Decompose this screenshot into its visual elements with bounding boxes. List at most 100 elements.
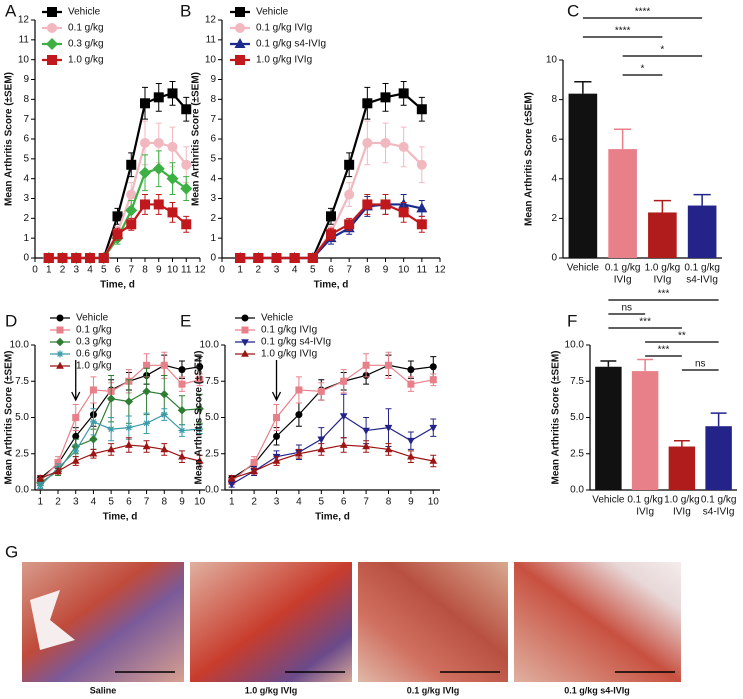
marker xyxy=(235,55,245,65)
marker xyxy=(362,137,373,148)
x-tick-label: IVIg xyxy=(614,275,632,286)
y-tick-label: 2 xyxy=(551,213,557,224)
significance-label: ns xyxy=(621,303,632,314)
marker-stroke xyxy=(57,351,63,357)
marker xyxy=(326,211,336,222)
marker xyxy=(167,88,178,99)
y-tick-label: 10 xyxy=(205,54,217,65)
marker xyxy=(167,207,178,218)
x-tick-label: 0.1 g/kg xyxy=(701,495,737,506)
marker xyxy=(47,23,57,33)
x-tick-label: Vehicle xyxy=(567,263,600,274)
error-bar xyxy=(637,358,654,372)
x-tick-label: 2 xyxy=(55,497,61,508)
image-detail xyxy=(30,590,75,650)
x-tick-label: 10 xyxy=(167,265,179,276)
marker-stroke xyxy=(179,427,185,434)
y-axis-label: Mean Arthritis Score (±SEM) xyxy=(551,350,562,484)
marker xyxy=(56,314,64,322)
y-tick-label: 0 xyxy=(210,253,216,264)
marker xyxy=(380,199,391,210)
y-tick-label: 0.0 xyxy=(15,485,29,496)
y-tick-label: 11 xyxy=(206,34,217,45)
marker xyxy=(398,88,409,99)
bar xyxy=(595,366,622,490)
marker xyxy=(250,458,258,466)
marker xyxy=(125,424,133,432)
marker xyxy=(56,350,64,358)
x-tick-label: 3 xyxy=(73,497,79,508)
image-caption: 0.1 g/kg IVIg xyxy=(407,685,460,695)
x-tick-label: 2 xyxy=(60,265,66,276)
x-tick-label: 8 xyxy=(142,265,148,276)
y-tick-label: 6 xyxy=(210,134,216,145)
significance-label: *** xyxy=(658,345,670,356)
marker xyxy=(153,199,164,210)
marker xyxy=(126,219,137,230)
marker xyxy=(407,380,415,388)
marker xyxy=(195,404,204,413)
series-line xyxy=(231,444,434,479)
y-tick-label: 10.0 xyxy=(565,340,585,351)
marker xyxy=(72,432,80,440)
x-tick-label: 6 xyxy=(115,265,121,276)
y-axis-label: Mean Arthritis Score (±SEM) xyxy=(191,72,202,206)
marker xyxy=(362,427,370,435)
marker-stroke xyxy=(37,482,44,489)
y-tick-label: 3 xyxy=(210,193,216,204)
marker xyxy=(407,437,415,445)
marker xyxy=(407,452,415,460)
x-tick-label: 5 xyxy=(108,497,114,508)
marker xyxy=(72,447,80,455)
x-tick-label: 2 xyxy=(251,497,257,508)
x-tick-label: 12 xyxy=(434,265,446,276)
x-tick-label: 6 xyxy=(328,265,334,276)
legend-label: 0.1 g/kg s4-IVIg xyxy=(256,39,326,50)
marker xyxy=(416,202,428,213)
marker xyxy=(317,436,326,444)
x-tick-label: 8 xyxy=(365,265,371,276)
y-axis-label: Mean Arthritis Score (±SEM) xyxy=(4,350,15,484)
y-tick-label: 0.0 xyxy=(205,485,219,496)
marker xyxy=(178,380,186,388)
marker xyxy=(295,386,303,394)
marker xyxy=(429,363,437,371)
marker xyxy=(344,189,355,200)
y-tick-label: 5 xyxy=(210,153,216,164)
marker xyxy=(47,7,57,17)
y-tick-label: 6 xyxy=(23,134,29,145)
x-axis-label: Time, d xyxy=(100,280,135,291)
y-tick-label: 10 xyxy=(18,54,30,65)
marker xyxy=(307,253,318,263)
marker xyxy=(250,466,258,474)
series-line xyxy=(231,415,434,485)
series-line xyxy=(40,444,200,479)
marker xyxy=(106,394,116,403)
x-tick-label: 1.0 g/kg xyxy=(645,263,681,274)
y-tick-label: 9 xyxy=(23,74,29,85)
legend-label: Vehicle xyxy=(76,313,109,324)
y-tick-label: 2 xyxy=(23,213,29,224)
x-tick-label: IVIg xyxy=(653,275,671,286)
x-tick-label: 8 xyxy=(386,497,392,508)
x-tick-label: 0 xyxy=(219,265,225,276)
marker xyxy=(271,253,282,263)
y-tick-label: 7.5 xyxy=(205,376,219,387)
y-tick-label: 1 xyxy=(210,233,216,244)
marker xyxy=(71,253,82,263)
legend-label: 0.3 g/kg xyxy=(68,39,104,50)
x-tick-label: 3 xyxy=(274,497,280,508)
marker xyxy=(398,207,409,218)
legend-label: 0.1 g/kg s4-IVIg xyxy=(261,337,331,348)
panel-letter: E xyxy=(180,311,191,330)
marker xyxy=(54,458,62,466)
y-tick-label: 9 xyxy=(210,74,216,85)
marker xyxy=(339,413,348,421)
y-tick-label: 10 xyxy=(546,55,558,66)
histology-image xyxy=(358,562,508,682)
y-axis-label: Mean Arthritis Score (±SEM) xyxy=(4,72,15,206)
marker xyxy=(125,440,133,448)
marker xyxy=(112,229,123,240)
x-tick-label: 10 xyxy=(398,265,410,276)
marker xyxy=(112,211,123,222)
